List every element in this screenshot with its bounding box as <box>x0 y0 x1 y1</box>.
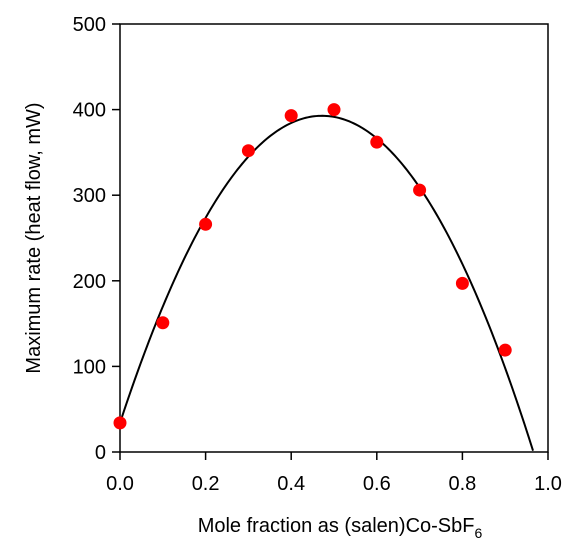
y-tick-label: 0 <box>95 442 106 464</box>
data-point <box>241 144 255 158</box>
data-point <box>327 103 341 117</box>
x-tick-label: 0.2 <box>192 473 220 495</box>
x-tick-label: 0.4 <box>277 473 305 495</box>
y-axis-title: Maximum rate (heat flow, mW) <box>23 102 45 373</box>
fit-curve <box>119 114 534 451</box>
data-point <box>284 109 298 123</box>
x-axis-ticks: 0.0 0.2 0.4 0.6 0.8 1.0 <box>106 452 562 495</box>
data-point <box>370 135 384 149</box>
y-tick-label: 500 <box>73 14 106 36</box>
y-tick-label: 200 <box>73 271 106 293</box>
data-point <box>455 276 469 290</box>
data-points <box>113 103 512 430</box>
data-point <box>156 316 170 330</box>
data-point <box>199 217 213 231</box>
plot-area <box>119 23 549 453</box>
x-axis-title-main: Mole fraction as (salen)Co-SbF <box>198 515 475 537</box>
y-axis-ticks: 0 100 200 300 400 500 <box>73 14 120 464</box>
y-tick-label: 100 <box>73 356 106 378</box>
x-axis-title: Mole fraction as (salen)Co-SbF6 <box>198 515 483 541</box>
x-tick-label: 1.0 <box>534 473 562 495</box>
data-point <box>413 183 427 197</box>
x-tick-label: 0.8 <box>448 473 476 495</box>
x-tick-label: 0.0 <box>106 473 134 495</box>
data-point <box>113 416 127 430</box>
x-axis-title-subscript: 6 <box>474 525 482 541</box>
data-point <box>498 343 512 357</box>
x-tick-label: 0.6 <box>363 473 391 495</box>
y-tick-label: 400 <box>73 100 106 122</box>
y-tick-label: 300 <box>73 185 106 207</box>
